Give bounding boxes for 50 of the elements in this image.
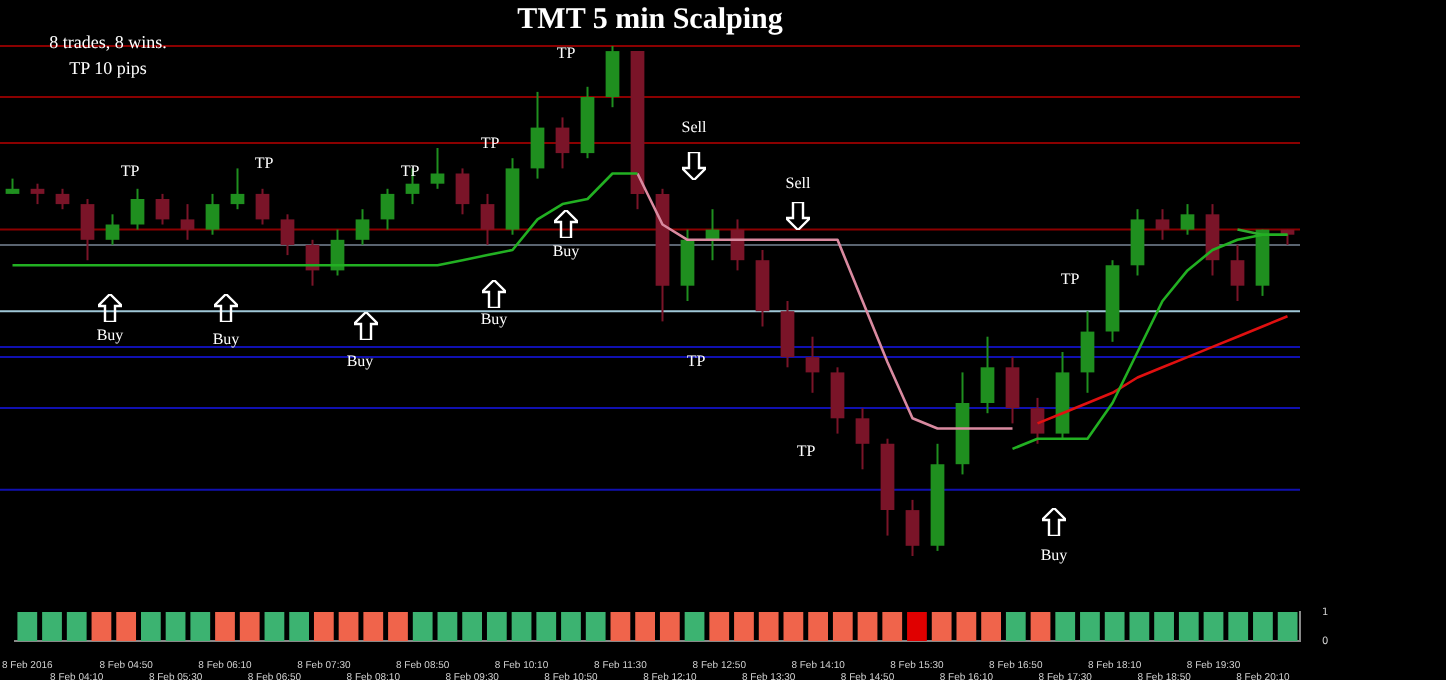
candlestick	[855, 407, 870, 471]
candlestick	[1155, 208, 1170, 241]
annotation: Sell	[681, 118, 708, 137]
annotation: 8 trades, 8 wins.	[47, 30, 169, 56]
candlestick	[80, 198, 95, 262]
annotation: TP	[556, 44, 577, 63]
annotation: TP	[400, 162, 421, 181]
annotation: Buy	[212, 330, 240, 349]
chart-title: TMT 5 min Scalping	[517, 3, 784, 36]
candlestick	[1230, 243, 1245, 302]
candlestick	[980, 335, 995, 415]
candlestick	[530, 90, 545, 180]
candlestick	[480, 192, 495, 246]
candlestick	[230, 167, 245, 211]
candlestick	[155, 192, 170, 226]
candlestick	[905, 498, 920, 557]
annotation: Buy	[552, 242, 580, 261]
annotation: TP	[1060, 270, 1081, 289]
candlestick	[430, 147, 445, 190]
candlestick	[1180, 203, 1195, 236]
candlestick	[1005, 356, 1020, 425]
candlestick	[55, 187, 70, 211]
candlestick	[605, 45, 620, 109]
candlestick	[555, 116, 570, 170]
candlestick	[1080, 310, 1095, 394]
candlestick	[180, 203, 195, 241]
candlestick	[255, 187, 270, 226]
candlestick	[355, 208, 370, 246]
annotation: TP 10 pips	[67, 56, 149, 82]
annotation: Buy	[96, 326, 124, 345]
annotation: Buy	[480, 310, 508, 329]
candlestick	[1130, 208, 1145, 277]
candlestick	[380, 187, 395, 231]
candlestick	[280, 213, 295, 257]
candlestick	[30, 182, 45, 206]
candlestick	[805, 335, 820, 394]
candlestick	[455, 167, 470, 216]
annotation: TP	[796, 442, 817, 461]
candlestick	[830, 366, 845, 435]
annotation: TP	[480, 134, 501, 153]
candlestick	[680, 228, 695, 302]
annotation: Sell	[785, 174, 812, 193]
annotation: TP	[254, 154, 275, 173]
annotation: Buy	[1040, 546, 1068, 565]
candlestick	[205, 192, 220, 236]
candlestick	[105, 213, 120, 246]
annotation: TP	[120, 162, 141, 181]
candlestick	[1030, 396, 1045, 445]
candlestick	[130, 187, 145, 231]
candlestick	[780, 300, 795, 369]
